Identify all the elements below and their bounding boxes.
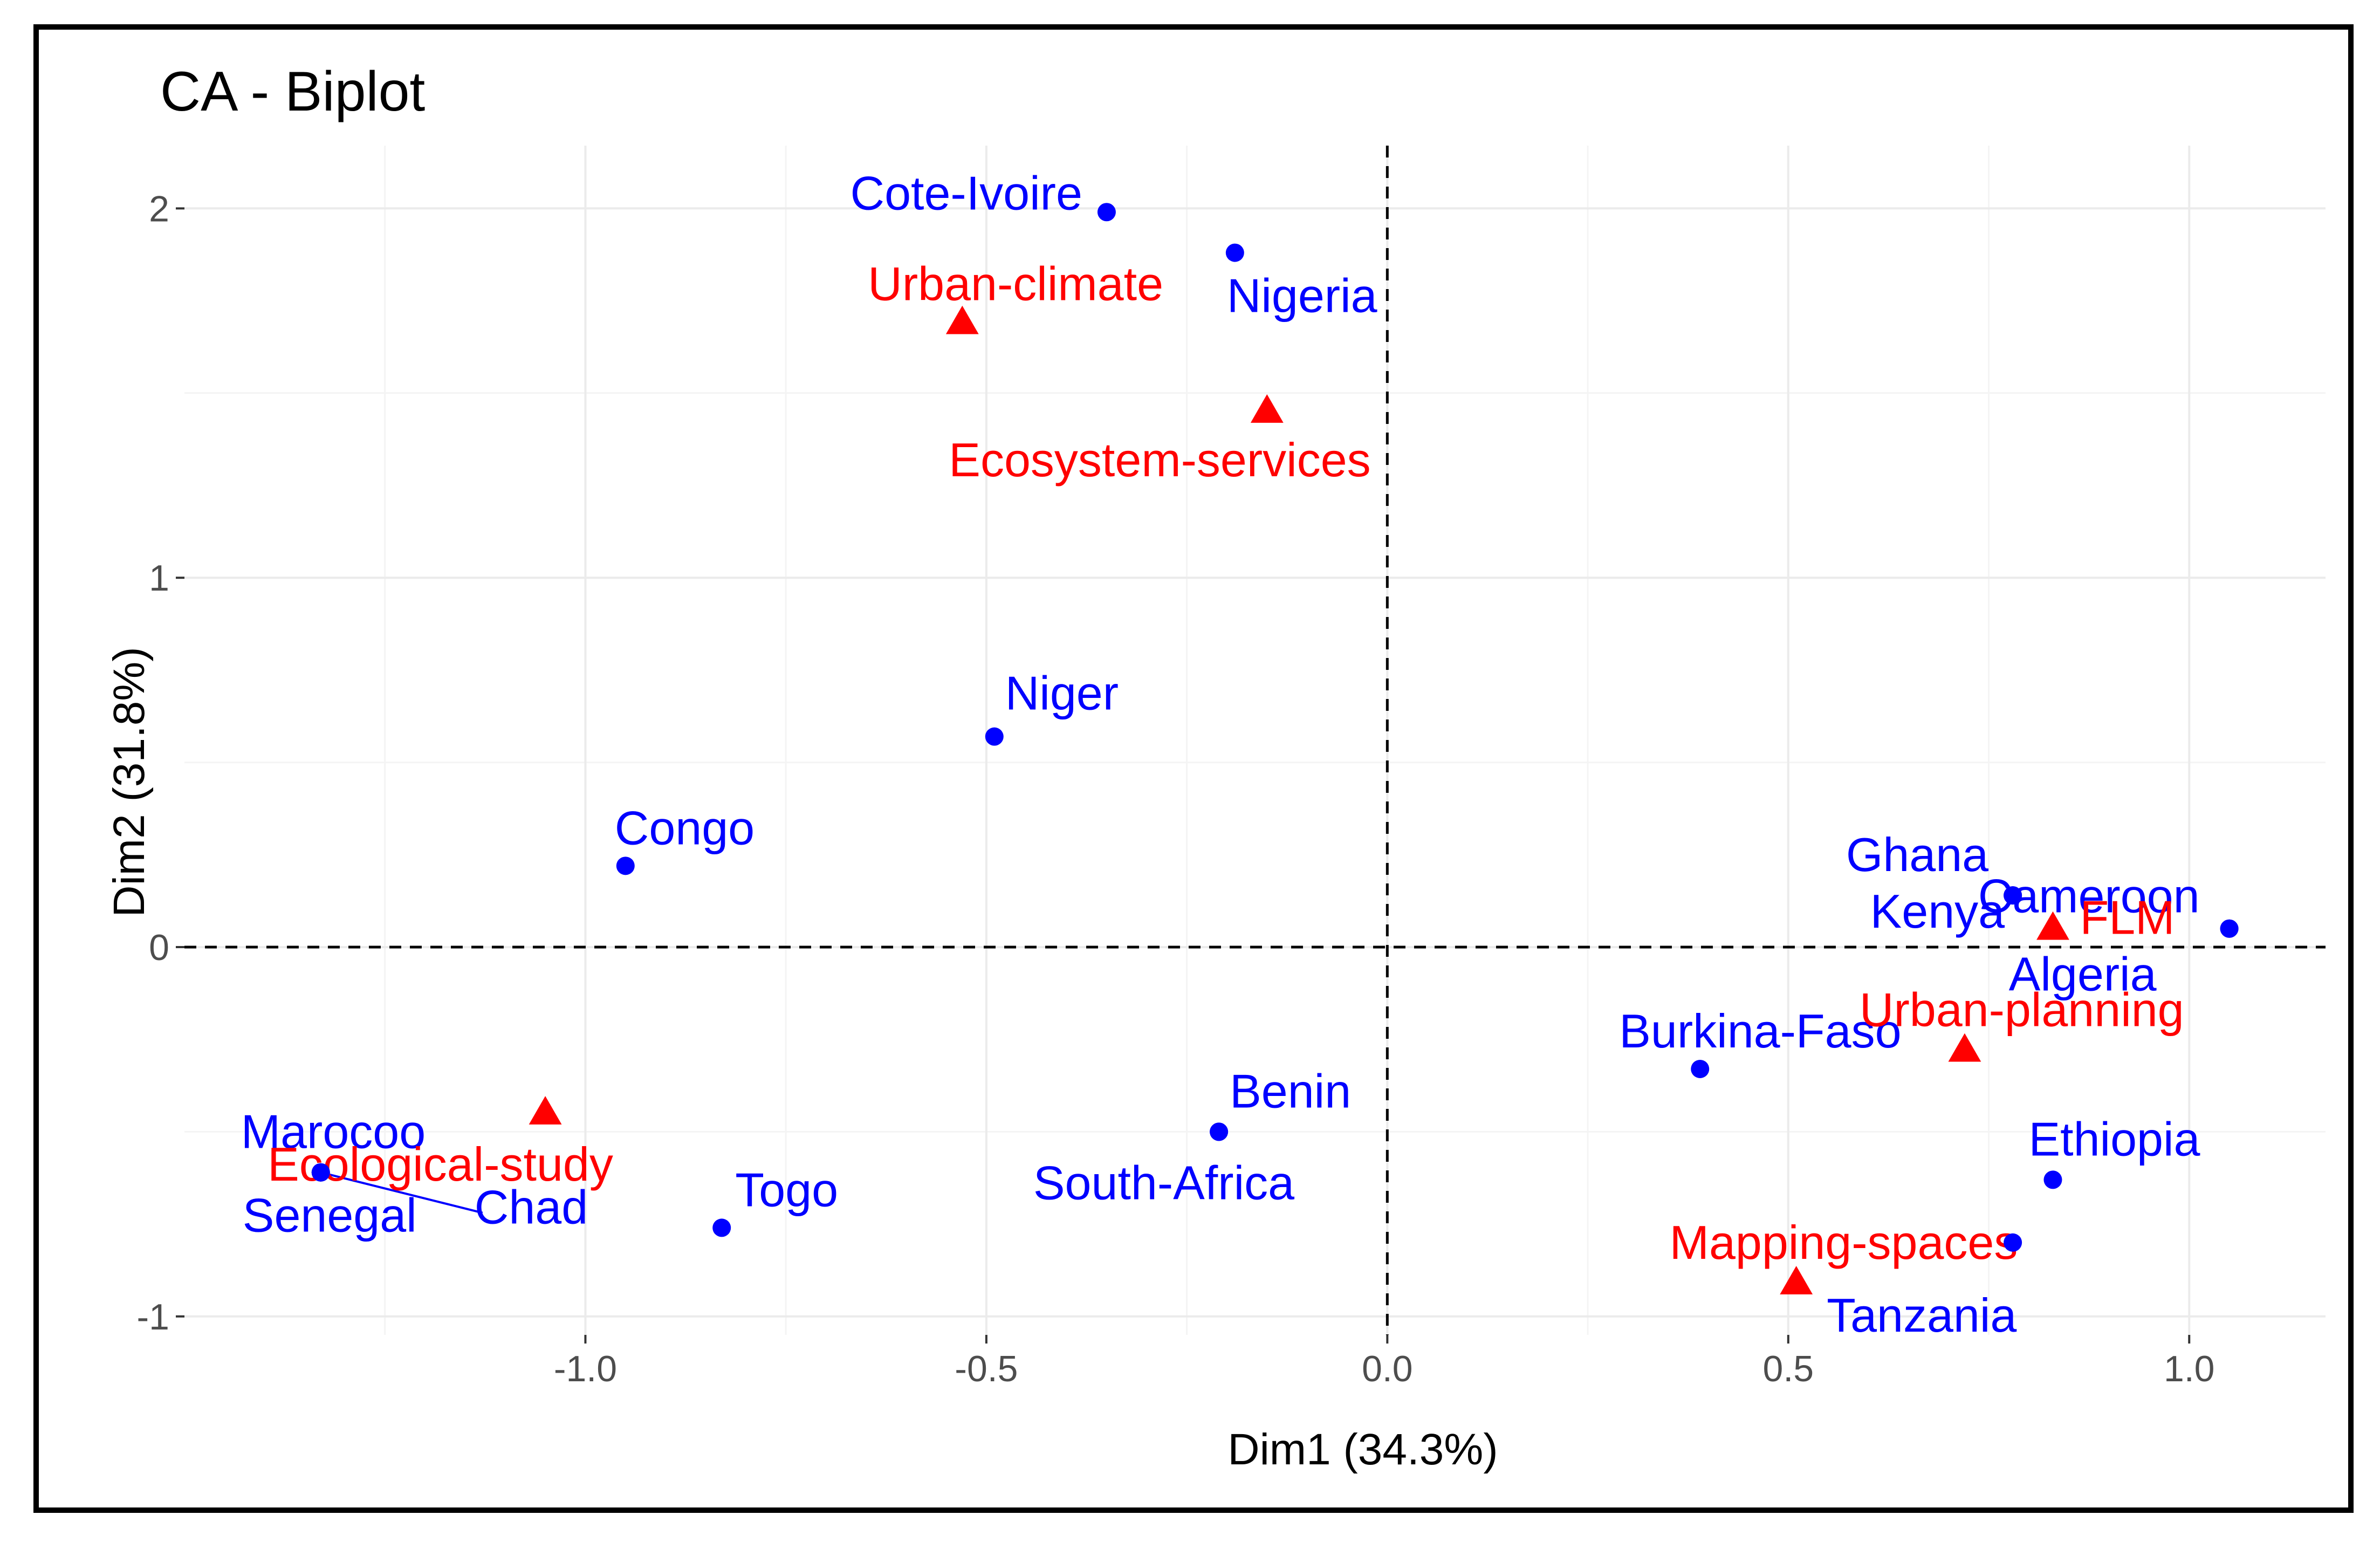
label-mapping-spaces: Mapping-spaces: [1670, 1216, 2018, 1269]
y-tick-label: 1: [149, 558, 169, 599]
label-ghana: Ghana: [1846, 828, 1988, 881]
label-kenya: Kenya: [1870, 885, 2005, 938]
label-togo: Togo: [735, 1163, 838, 1216]
chart-frame: -1.0 -0.5 0.0 0.5 1.0 -1 0 1 2 Cote-Ivoire Nigeri…: [33, 24, 2354, 1513]
point-ecological-study: [529, 1096, 562, 1125]
label-urban-planning: Urban-planning: [1860, 983, 2184, 1037]
label-ethiopia: Ethiopia: [2028, 1112, 2200, 1166]
point-tanzania: [2004, 1233, 2022, 1252]
y-tick-label: 0: [149, 927, 169, 968]
axes: -1.0 -0.5 0.0 0.5 1.0 -1 0 1 2: [137, 188, 2215, 1389]
point-algeria: [2220, 919, 2239, 938]
point-togo: [712, 1218, 731, 1237]
point-flm: [2036, 911, 2069, 940]
y-tick-label: -1: [137, 1297, 169, 1338]
point-urban-climate: [945, 305, 979, 334]
point-mapping-spaces: [1780, 1266, 1813, 1294]
grid-layer: [184, 146, 2326, 1335]
label-benin: Benin: [1230, 1064, 1351, 1118]
label-burkina-faso: Burkina-Faso: [1619, 1004, 1901, 1058]
point-ethiopia: [2043, 1170, 2062, 1189]
label-ecological-study: Ecological-study: [268, 1137, 613, 1191]
x-tick-label: 0.5: [1763, 1348, 1814, 1389]
x-tick-label: -0.5: [955, 1348, 1018, 1389]
point-chad: [311, 1163, 330, 1182]
label-flm: FLM: [2080, 891, 2175, 944]
x-tick-label: 0.0: [1362, 1348, 1413, 1389]
point-labels: Cote-IvoireNigeriaNigerCongoGhanaCameroo…: [241, 166, 2200, 1342]
point-niger: [985, 727, 1004, 746]
chart-title: CA - Biplot: [160, 60, 425, 123]
chad-leader-line: [320, 1171, 483, 1214]
label-congo: Congo: [615, 801, 755, 854]
point-cote-ivoire: [1097, 203, 1116, 222]
label-marocoo: Marocoo: [241, 1105, 426, 1159]
label-ecosystem-services: Ecosystem-services: [949, 433, 1370, 486]
y-axis-title: Dim2 (31.8%): [105, 647, 154, 917]
label-south-africa: South-Africa: [1033, 1156, 1294, 1209]
point-south-africa: [1210, 1122, 1229, 1141]
y-tick-label: 2: [149, 188, 169, 229]
point-burkina-faso: [1691, 1059, 1710, 1078]
label-urban-climate: Urban-climate: [868, 257, 1163, 311]
label-nigeria: Nigeria: [1227, 269, 1377, 323]
x-tick-label: -1.0: [554, 1348, 617, 1389]
point-kenya: [2004, 886, 2022, 905]
x-tick-label: 1.0: [2164, 1348, 2215, 1389]
point-ecosystem-services: [1250, 394, 1284, 423]
reference-lines: [184, 146, 2326, 1335]
label-cote-ivoire: Cote-Ivoire: [851, 166, 1082, 220]
label-senegal: Senegal: [243, 1189, 417, 1242]
label-algeria: Algeria: [2009, 948, 2157, 1001]
label-chad: Chad: [475, 1181, 588, 1234]
label-tanzania: Tanzania: [1827, 1289, 2017, 1342]
ca-biplot-chart: -1.0 -0.5 0.0 0.5 1.0 -1 0 1 2 Cote-Ivoire Nigeri…: [105, 60, 2326, 1474]
point-urban-planning: [1948, 1033, 1981, 1062]
x-axis-title: Dim1 (34.3%): [1227, 1425, 1498, 1474]
point-markers: [311, 203, 2239, 1294]
label-niger: Niger: [1005, 667, 1119, 720]
point-nigeria: [1225, 243, 1244, 262]
point-congo: [616, 856, 635, 875]
